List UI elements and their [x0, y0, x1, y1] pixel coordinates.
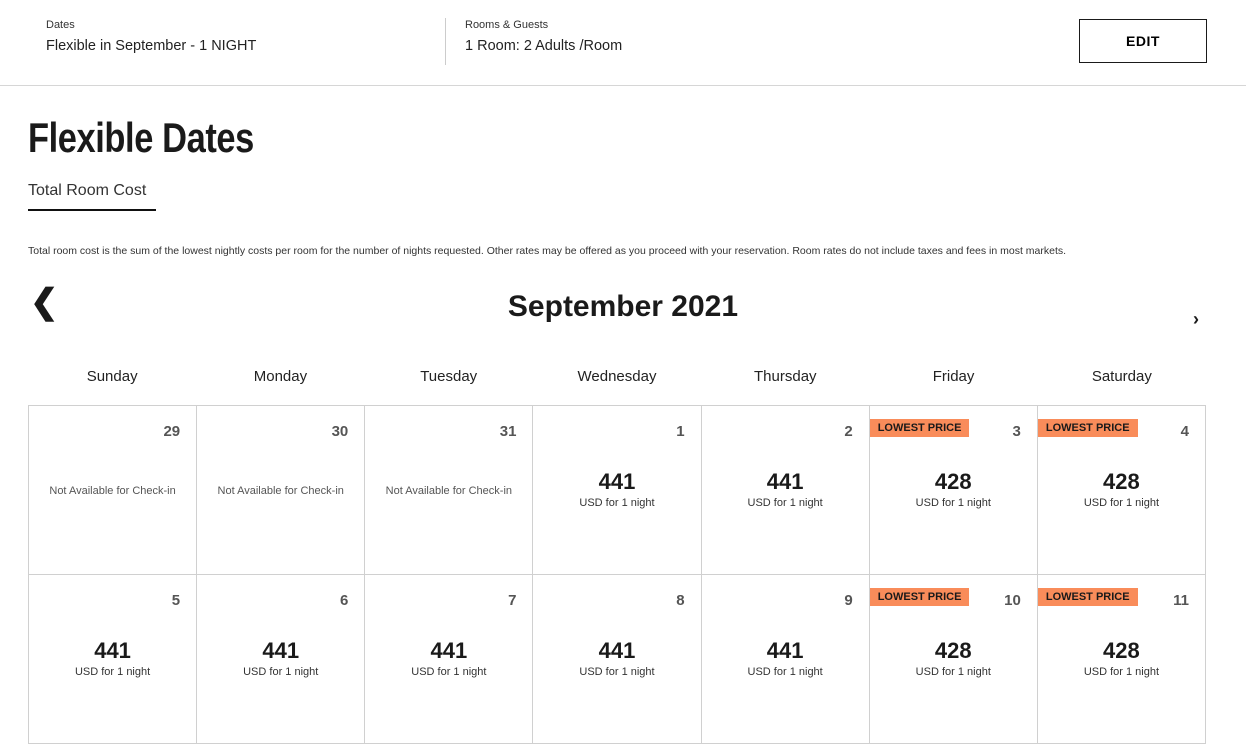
divider	[445, 18, 446, 65]
price-unit: USD for 1 night	[74, 666, 151, 678]
price-value: 428	[1103, 469, 1140, 494]
calendar-day-cell[interactable]: LOWEST PRICE 11 428 USD for 1 night	[1037, 575, 1206, 744]
price-unit: USD for 1 night	[579, 666, 655, 678]
price-value: 441	[766, 638, 804, 663]
day-number: 4	[1180, 423, 1189, 440]
price-unit: USD for 1 night	[1083, 497, 1160, 509]
weekday-friday: Friday	[932, 368, 975, 385]
price-value: 441	[766, 469, 804, 494]
day-number: 1	[676, 423, 685, 440]
edit-button[interactable]: EDIT	[1079, 19, 1207, 63]
day-number: 8	[676, 592, 685, 609]
calendar-day-cell[interactable]: LOWEST PRICE 3 428 USD for 1 night	[869, 406, 1038, 575]
page-title: Flexible Dates	[28, 114, 254, 161]
calendar-day-cell[interactable]: 1 441 USD for 1 night	[533, 406, 702, 575]
calendar-day-cell[interactable]: 5 441 USD for 1 night	[29, 575, 198, 744]
day-number: 3	[1012, 423, 1021, 440]
lowest-price-badge: LOWEST PRICE	[869, 588, 970, 606]
lowest-price-badge: LOWEST PRICE	[1037, 419, 1138, 437]
calendar-day-cell[interactable]: LOWEST PRICE 4 428 USD for 1 night	[1037, 406, 1206, 575]
price-unit: USD for 1 night	[243, 666, 319, 678]
calendar-grid: 29 Not Available for Check-in 30 Not Availa…	[28, 405, 1206, 744]
search-summary-bar: Dates Flexible in September - 1 NIGHT Ro…	[0, 0, 1246, 86]
price-unit: USD for 1 night	[915, 666, 991, 678]
weekday-sunday: Sunday	[86, 368, 138, 385]
calendar-day-cell[interactable]: LOWEST PRICE 10 428 USD for 1 night	[869, 575, 1038, 744]
dates-label: Dates	[46, 19, 75, 31]
dates-value: Flexible in September - 1 NIGHT	[46, 38, 257, 54]
calendar-day-cell[interactable]: 2 441 USD for 1 night	[701, 406, 870, 575]
day-number: 6	[339, 592, 349, 609]
lowest-price-badge: LOWEST PRICE	[869, 419, 970, 437]
rate-disclaimer: Total room cost is the sum of the lowest…	[28, 245, 1067, 257]
chevron-right-icon[interactable]: ›	[1193, 309, 1199, 329]
day-number: 31	[499, 423, 517, 440]
price-unit: USD for 1 night	[747, 666, 823, 678]
weekday-monday: Monday	[253, 368, 308, 385]
availability-note: Not Available for Check-in	[217, 485, 344, 497]
calendar-day-cell[interactable]: 9 441 USD for 1 night	[701, 575, 870, 744]
price-value: 441	[430, 638, 468, 663]
price-unit: USD for 1 night	[1083, 666, 1160, 678]
price-value: 441	[598, 469, 636, 494]
price-unit: USD for 1 night	[579, 497, 655, 509]
calendar-day-cell[interactable]: 6 441 USD for 1 night	[197, 575, 366, 744]
price-value: 428	[1103, 638, 1140, 663]
price-value: 428	[934, 638, 972, 663]
calendar-day-cell: 30 Not Available for Check-in	[197, 406, 366, 575]
month-title: September 2021	[507, 290, 739, 323]
chevron-left-icon[interactable]: ❮	[30, 283, 59, 321]
availability-note: Not Available for Check-in	[49, 485, 176, 497]
price-value: 441	[262, 638, 300, 663]
calendar-day-cell: 29 Not Available for Check-in	[29, 406, 198, 575]
dates-field: Dates Flexible in September - 1 NIGHT	[46, 19, 256, 54]
day-number: 5	[171, 592, 181, 609]
weekday-header: Sunday Monday Tuesday Wednesday Thursday Frid…	[28, 368, 1206, 385]
calendar-day-cell: 31 Not Available for Check-in	[365, 406, 534, 575]
lowest-price-badge: LOWEST PRICE	[1037, 588, 1138, 606]
rooms-guests-value: 1 Room: 2 Adults /Room	[465, 38, 623, 54]
weekday-wednesday: Wednesday	[577, 368, 657, 385]
day-number: 2	[844, 423, 853, 440]
availability-note: Not Available for Check-in	[385, 485, 513, 497]
price-unit: USD for 1 night	[747, 497, 823, 509]
calendar-day-cell[interactable]: 7 441 USD for 1 night	[365, 575, 534, 744]
day-number: 7	[508, 592, 517, 609]
price-value: 441	[94, 638, 131, 663]
price-unit: USD for 1 night	[411, 666, 487, 678]
day-number: 9	[844, 592, 853, 609]
day-number: 11	[1173, 592, 1189, 609]
day-number: 30	[331, 423, 349, 440]
calendar-day-cell[interactable]: 8 441 USD for 1 night	[533, 575, 702, 744]
tab-total-room-cost[interactable]: Total Room Cost	[28, 182, 156, 211]
day-number: 29	[163, 423, 181, 440]
rooms-guests-field: Rooms & Guests 1 Room: 2 Adults /Room	[465, 19, 622, 54]
price-unit: USD for 1 night	[915, 497, 991, 509]
weekday-tuesday: Tuesday	[420, 368, 478, 385]
price-value: 428	[934, 469, 972, 494]
weekday-saturday: Saturday	[1091, 368, 1152, 385]
day-number: 10	[1004, 592, 1021, 609]
price-value: 441	[598, 638, 636, 663]
rooms-guests-label: Rooms & Guests	[465, 19, 549, 31]
weekday-thursday: Thursday	[754, 368, 817, 385]
